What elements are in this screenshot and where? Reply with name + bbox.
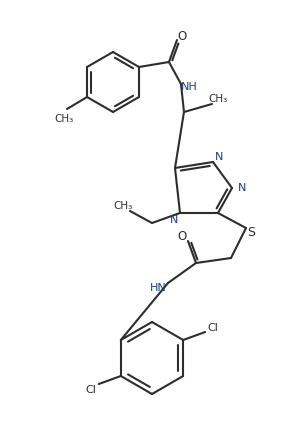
Text: N: N [238, 183, 246, 193]
Text: CH₃: CH₃ [208, 94, 228, 104]
Text: Cl: Cl [208, 323, 218, 333]
Text: Cl: Cl [85, 385, 96, 395]
Text: CH₃: CH₃ [113, 201, 133, 211]
Text: N: N [170, 215, 178, 225]
Text: N: N [215, 152, 223, 162]
Text: NH: NH [181, 82, 197, 92]
Text: S: S [247, 227, 255, 239]
Text: O: O [177, 30, 187, 42]
Text: O: O [177, 229, 187, 243]
Text: CH₃: CH₃ [54, 114, 74, 124]
Text: HN: HN [150, 283, 166, 293]
